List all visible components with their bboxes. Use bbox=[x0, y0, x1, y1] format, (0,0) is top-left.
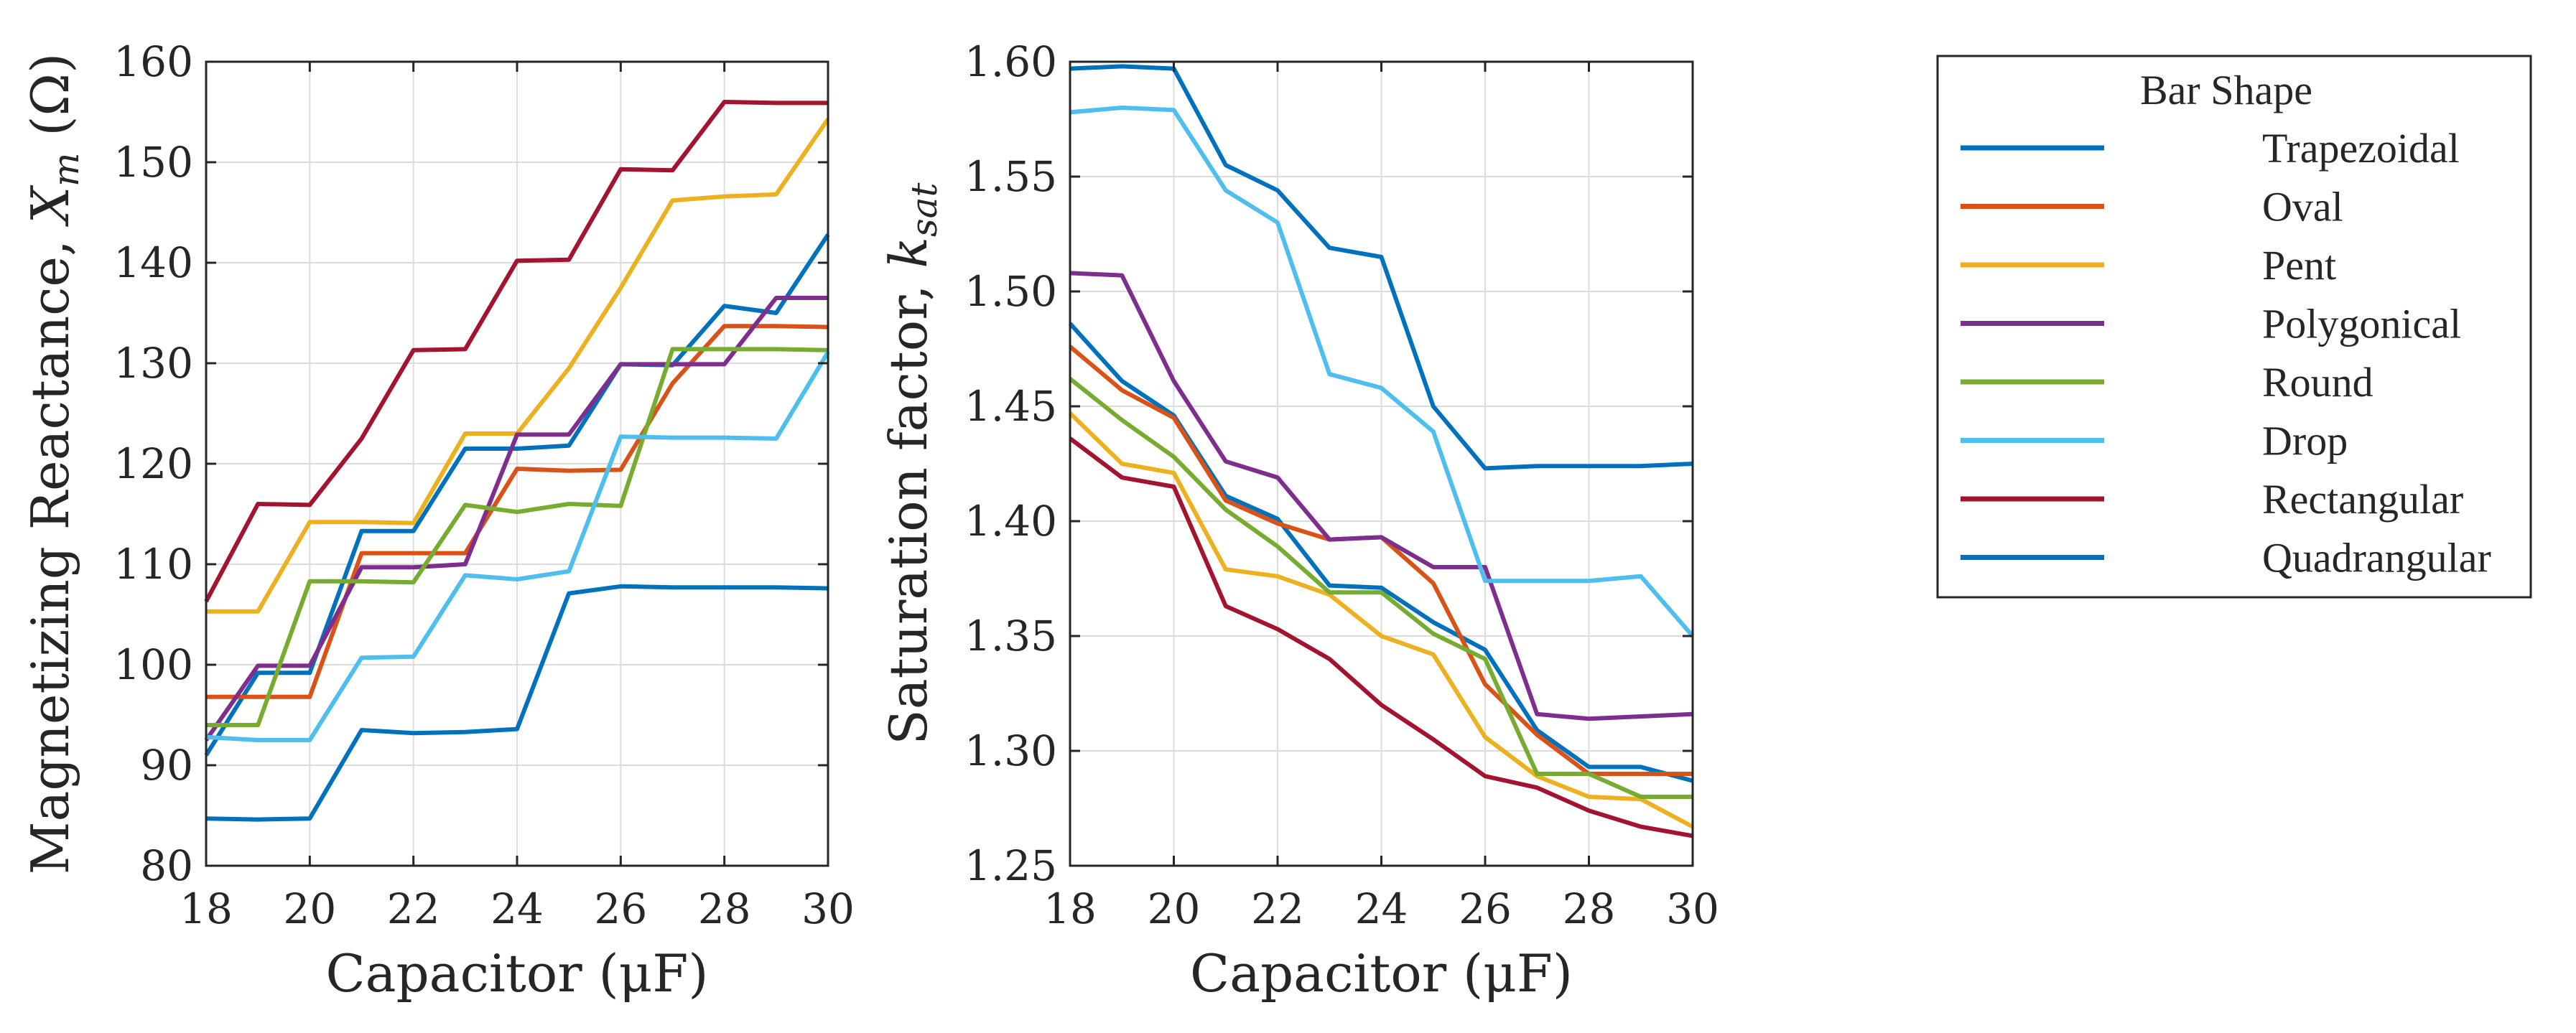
x-tick-label: 18 bbox=[1043, 884, 1097, 933]
y-tick-label: 90 bbox=[140, 741, 193, 790]
x-tick-label: 30 bbox=[801, 884, 855, 933]
x-tick-label: 22 bbox=[1251, 884, 1304, 933]
legend-label-polygonical: Polygonical bbox=[2262, 301, 2461, 347]
y-tick-label: 1.60 bbox=[964, 37, 1057, 86]
series-line-round bbox=[1069, 377, 1693, 799]
x-tick-label: 24 bbox=[1355, 884, 1408, 933]
series-line-drop bbox=[1069, 106, 1695, 637]
y-tick-label: 1.35 bbox=[964, 612, 1057, 660]
y-tick-label: 160 bbox=[113, 37, 193, 86]
x-axis-label: Capacitor (μF) bbox=[326, 943, 709, 1004]
x-tick-label: 28 bbox=[698, 884, 751, 933]
chart-saturation-factor: 18 20 22 24 26 28 30 1.25 1.30 1.35 1.40 1.45 1.50 1.… bbox=[878, 37, 1719, 1004]
y-axis-label-sub: m bbox=[45, 153, 87, 187]
legend-label-round: Round bbox=[2262, 359, 2373, 406]
y-tick-label: 1.40 bbox=[964, 497, 1057, 546]
y-tick-label: 100 bbox=[113, 640, 193, 689]
series-line-oval bbox=[206, 324, 829, 699]
legend: Bar Shape Trapezoidal Oval Pent Polygonical… bbox=[1936, 55, 2532, 599]
x-tick-label: 26 bbox=[1459, 884, 1512, 933]
x-tick-label: 20 bbox=[283, 884, 336, 933]
y-tick-label: 110 bbox=[113, 540, 193, 589]
series-line-rectangular bbox=[1069, 436, 1693, 838]
x-tick-label: 22 bbox=[387, 884, 440, 933]
y-axis-label-var: k bbox=[878, 237, 939, 268]
x-tick-label: 28 bbox=[1563, 884, 1616, 933]
y-axis-label-var: X bbox=[20, 184, 80, 227]
x-tick-label: 18 bbox=[180, 884, 233, 933]
y-axis-label: Saturation factor, ksat bbox=[878, 182, 945, 745]
series-line-round bbox=[206, 347, 829, 727]
legend-title: Bar Shape bbox=[2140, 67, 2312, 113]
series-line-pent bbox=[1068, 411, 1694, 829]
legend-label-oval: Oval bbox=[2262, 184, 2343, 230]
x-tick-label: 20 bbox=[1148, 884, 1201, 933]
y-axis-label: Magnetizing Reactance, Xm (Ω) bbox=[20, 53, 87, 874]
series-line-quadrangular bbox=[205, 584, 829, 822]
y-tick-label: 1.30 bbox=[964, 726, 1057, 775]
chart-magnetizing-reactance: 18 20 22 24 26 28 308090100110120130140150160 … bbox=[20, 37, 855, 1004]
legend-label-quadrangular: Quadrangular bbox=[2262, 535, 2491, 581]
series-line-trapezoidal bbox=[204, 233, 830, 757]
y-tick-label: 140 bbox=[113, 238, 193, 287]
legend-label-drop: Drop bbox=[2262, 418, 2348, 464]
y-tick-label: 1.55 bbox=[964, 152, 1057, 201]
x-tick-label: 26 bbox=[594, 884, 647, 933]
legend-label-pent: Pent bbox=[2262, 242, 2336, 289]
y-axis-label-text: Saturation factor, bbox=[878, 268, 939, 745]
x-tick-label: 30 bbox=[1666, 884, 1719, 933]
y-tick-label: 120 bbox=[113, 439, 193, 488]
y-axis-label-text: Magnetizing Reactance, bbox=[20, 223, 80, 874]
y-tick-label: 150 bbox=[113, 138, 193, 187]
x-axis-label: Capacitor (μF) bbox=[1190, 943, 1573, 1004]
series-line-rectangular bbox=[204, 100, 828, 603]
series-line-polygonical bbox=[204, 296, 828, 742]
legend-label-rectangular: Rectangular bbox=[2262, 476, 2463, 523]
y-tick-label: 1.25 bbox=[964, 841, 1057, 890]
series-line-drop bbox=[205, 351, 830, 742]
y-axis-label-unit: (Ω) bbox=[20, 53, 80, 153]
x-tick-label: 24 bbox=[490, 884, 544, 933]
legend-label-trapezoidal: Trapezoidal bbox=[2262, 125, 2460, 172]
y-tick-label: 1.45 bbox=[964, 382, 1057, 431]
y-tick-label: 1.50 bbox=[964, 267, 1057, 316]
y-tick-label: 80 bbox=[140, 841, 193, 890]
y-axis-label-sub: sat bbox=[903, 182, 945, 237]
series-line-polygonical bbox=[1069, 271, 1693, 721]
y-tick-label: 130 bbox=[113, 339, 193, 388]
